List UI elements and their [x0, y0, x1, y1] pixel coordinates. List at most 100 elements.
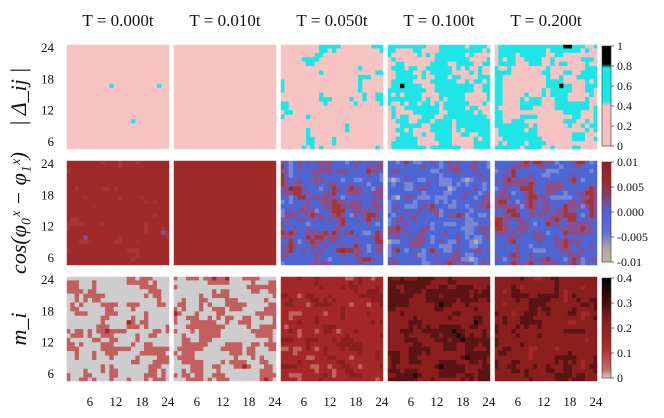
heatmap-cell	[272, 190, 278, 196]
heatmap-cell	[482, 48, 488, 54]
heatmap-cell	[284, 141, 290, 146]
heatmap-cell	[173, 52, 178, 58]
heatmap-cell	[379, 213, 385, 218]
heatmap-cell	[113, 74, 119, 80]
heatmap-cell	[297, 208, 303, 214]
heatmap-cell	[375, 204, 381, 209]
heatmap-cell	[404, 61, 410, 67]
heatmap-cell	[157, 101, 162, 107]
heatmap-cell	[395, 213, 401, 218]
heatmap-cell	[297, 48, 303, 54]
heatmap-cell	[572, 132, 577, 138]
heatmap-cell	[165, 186, 171, 192]
heatmap-cell	[404, 127, 410, 133]
heatmap-cell	[387, 61, 392, 67]
heatmap-cell	[255, 57, 261, 63]
heatmap-cell	[456, 160, 462, 165]
heatmap-cell	[546, 52, 551, 58]
heatmap-cell	[96, 204, 102, 209]
heatmap-cell	[161, 61, 167, 67]
heatmap-cell	[186, 79, 191, 85]
heatmap-cell	[528, 48, 534, 54]
heatmap-cell	[310, 145, 316, 151]
heatmap-cell	[199, 88, 204, 93]
heatmap-cell	[408, 217, 414, 223]
heatmap-cell	[452, 123, 457, 129]
heatmap-cell	[70, 88, 76, 93]
heatmap-cell	[177, 199, 183, 205]
heatmap-cell	[259, 217, 265, 223]
heatmap-cell	[353, 66, 359, 71]
heatmap-cell	[353, 136, 359, 142]
heatmap-cell	[371, 88, 376, 93]
heatmap-cell	[353, 127, 359, 133]
heatmap-cell	[152, 252, 158, 258]
heatmap-cell	[379, 92, 385, 98]
heatmap-cell	[319, 164, 324, 170]
heatmap-cell	[452, 132, 457, 138]
heatmap-cell	[417, 182, 423, 187]
heatmap-cell	[74, 88, 80, 93]
heatmap-cell	[297, 204, 303, 209]
heatmap-cell	[430, 182, 436, 187]
heatmap-cell	[255, 173, 261, 179]
heatmap-cell	[148, 114, 154, 120]
heatmap-cell	[220, 248, 226, 254]
heatmap-cell	[340, 145, 346, 151]
heatmap-cell	[408, 57, 414, 63]
heatmap-cell	[366, 145, 372, 151]
heatmap-cell	[482, 74, 488, 80]
heatmap-cell	[430, 132, 436, 138]
heatmap-cell	[340, 44, 346, 49]
heatmap-cell	[498, 97, 504, 102]
heatmap-cell	[297, 105, 303, 111]
heatmap-cell	[589, 48, 595, 54]
heatmap-cell	[465, 105, 470, 111]
heatmap-cell	[144, 160, 149, 165]
heatmap-cell	[340, 119, 346, 124]
heatmap-cell	[319, 195, 324, 201]
heatmap-cell	[131, 114, 136, 120]
heatmap-cell	[297, 127, 303, 133]
heatmap-cell	[563, 70, 569, 76]
heatmap-cell	[216, 101, 222, 107]
heatmap-cell	[533, 110, 538, 116]
heatmap-cell	[520, 132, 525, 138]
heatmap-cell	[207, 213, 213, 218]
heatmap-cell	[585, 119, 590, 124]
heatmap-cell	[345, 70, 350, 76]
heatmap-cell	[161, 48, 167, 54]
heatmap-cell	[507, 57, 512, 63]
heatmap-cell	[173, 182, 178, 187]
heatmap-cell	[379, 248, 385, 254]
heatmap-cell	[589, 97, 595, 102]
heatmap-cell	[100, 110, 106, 116]
heatmap-cell	[229, 52, 235, 58]
heatmap-cell	[74, 190, 80, 196]
heatmap-cell	[345, 52, 350, 58]
heatmap-cell	[199, 66, 204, 71]
heatmap-cell	[161, 141, 167, 146]
heatmap-cell	[327, 119, 333, 124]
heatmap-cell	[340, 235, 346, 240]
heatmap-cell	[148, 177, 154, 183]
heatmap-cell	[391, 186, 397, 192]
heatmap-cell	[293, 168, 298, 174]
heatmap-cell	[259, 213, 265, 218]
heatmap-cell	[340, 213, 346, 218]
heatmap-cell	[456, 213, 462, 218]
heatmap-cell	[100, 97, 106, 102]
heatmap-cell	[181, 57, 187, 63]
heatmap-cell	[144, 74, 149, 80]
heatmap-cell	[391, 44, 397, 49]
heatmap-cell	[109, 66, 115, 71]
heatmap-cell	[144, 204, 149, 209]
heatmap-cell	[559, 141, 564, 146]
heatmap-cell	[251, 145, 256, 151]
heatmap-cell	[585, 88, 590, 93]
heatmap-cell	[306, 230, 311, 236]
heatmap-cell	[74, 127, 80, 133]
heatmap-cell	[345, 127, 350, 133]
heatmap-cell	[100, 66, 106, 71]
heatmap-cell	[105, 230, 110, 236]
